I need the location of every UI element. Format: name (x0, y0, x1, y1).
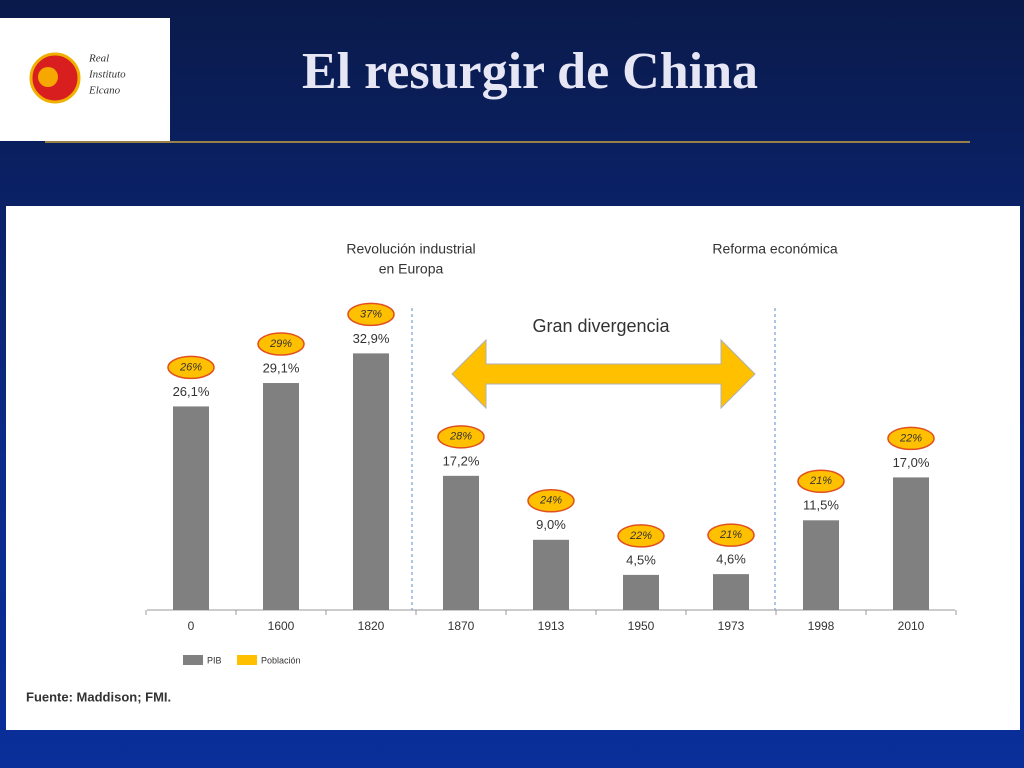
legend-label: PIB (207, 655, 222, 665)
value-label: 4,5% (626, 552, 656, 567)
x-tick-label: 1973 (718, 619, 745, 633)
x-tick-label: 1600 (268, 619, 295, 633)
bar (353, 353, 389, 610)
value-label: 26,1% (173, 384, 210, 399)
population-label: 28% (449, 431, 472, 443)
population-label: 21% (719, 529, 742, 541)
bar (713, 574, 749, 610)
logo-box (0, 18, 170, 141)
population-label: 21% (809, 475, 832, 487)
value-label: 9,0% (536, 517, 566, 532)
annotation: Gran divergencia (532, 316, 670, 336)
annotation: Revolución industrial (346, 241, 475, 257)
divergence-arrow (451, 338, 756, 410)
bar (893, 477, 929, 610)
x-tick-label: 1998 (808, 619, 835, 633)
value-label: 11,5% (803, 498, 839, 513)
population-label: 24% (539, 495, 562, 507)
legend-label: Población (261, 655, 301, 665)
logo-e (38, 67, 58, 87)
x-tick-label: 1870 (448, 619, 475, 633)
bar (623, 574, 659, 610)
x-tick-label: 1820 (358, 619, 385, 633)
population-badge (167, 355, 215, 380)
population-label: 26% (179, 361, 202, 373)
x-tick-label: 0 (188, 619, 195, 633)
bar (533, 539, 569, 610)
logo-text: Elcano (88, 85, 121, 97)
value-label: 17,0% (893, 455, 930, 470)
population-label: 22% (899, 432, 922, 444)
annotation: Reforma económica (712, 241, 837, 257)
population-badge (797, 469, 845, 494)
population-badge (437, 425, 485, 449)
slide-title: El resurgir de China (302, 43, 758, 100)
value-label: 29,1% (263, 360, 300, 375)
bar (263, 383, 299, 610)
source: Fuente: Maddison; FMI. (26, 689, 171, 704)
x-tick-label: 1913 (538, 619, 565, 633)
population-badge (887, 426, 935, 451)
population-badge (257, 332, 305, 356)
x-tick-label: 1950 (628, 619, 655, 633)
value-label: 4,6% (716, 552, 746, 567)
legend-swatch (183, 655, 203, 665)
population-label: 29% (269, 338, 292, 350)
bar (443, 475, 479, 610)
population-label: 37% (360, 308, 382, 320)
population-badge (707, 523, 755, 547)
legend-swatch (237, 655, 257, 665)
x-tick-label: 2010 (898, 619, 925, 633)
bar (173, 406, 209, 610)
annotation: en Europa (379, 261, 444, 277)
chart-panel (6, 206, 1020, 730)
logo-text: Real (88, 53, 109, 65)
population-badge (527, 489, 575, 513)
population-badge (617, 524, 665, 548)
logo-text: Instituto (88, 69, 126, 81)
bar (803, 520, 839, 610)
value-label: 32,9% (353, 331, 390, 346)
value-label: 17,2% (443, 453, 480, 468)
population-label: 22% (629, 530, 652, 542)
population-badge (347, 302, 395, 327)
